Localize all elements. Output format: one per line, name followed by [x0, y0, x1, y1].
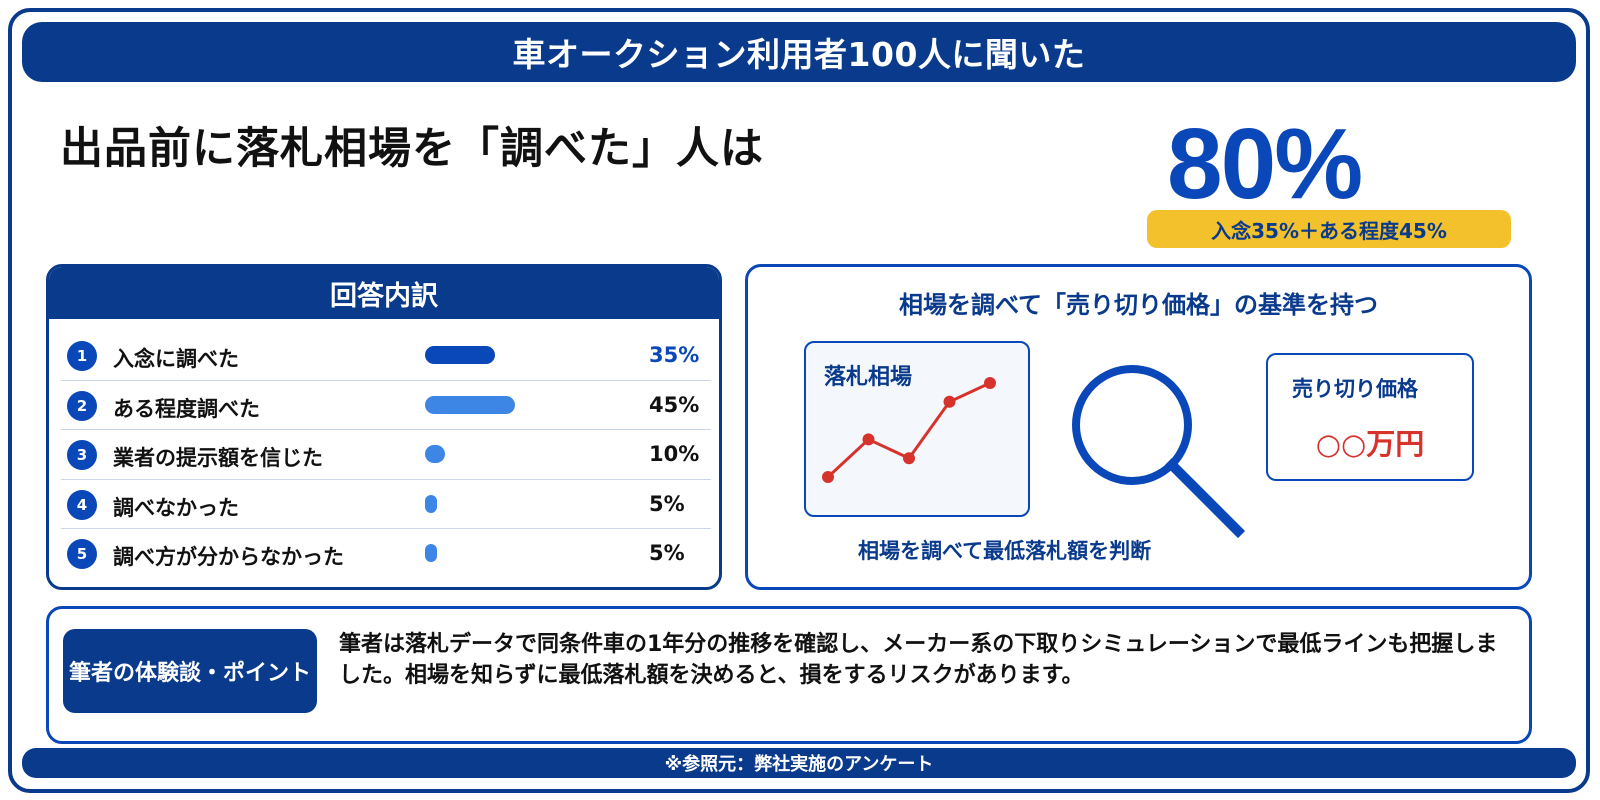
- row-label: 入念に調べた: [113, 347, 239, 371]
- row-value: 45%: [649, 392, 700, 417]
- infographic-frame: 車オークション利用者100人に聞いた 出品前に落札相場を「調べた」人は 80% …: [8, 8, 1590, 793]
- price-value: ○○万円: [1315, 427, 1425, 461]
- highlight-percentage: 80%: [1167, 108, 1363, 220]
- experience-badge: 筆者の体験談・ポイント: [63, 629, 317, 713]
- trend-point: [822, 471, 834, 483]
- experience-panel: 筆者の体験談・ポイント 筆者は落札データで同条件車の1年分の推移を確認し、メーカ…: [46, 606, 1532, 744]
- market-label: 落札相場: [824, 365, 913, 390]
- breakdown-row: 1 入念に調べた 35%: [61, 331, 711, 381]
- trend-point: [903, 452, 915, 465]
- row-label: 調べなかった: [113, 495, 239, 520]
- breakdown-panel: 回答内訳 1 入念に調べた 35% 2 ある程度調べた 45% 3 業者の提示額を信じた 10%…: [46, 264, 722, 590]
- breakdown-row: 2 ある程度調べた 45%: [61, 381, 711, 430]
- row-number-badge: 1: [67, 341, 97, 371]
- row-value: 5%: [649, 491, 685, 516]
- price-label: 売り切り価格: [1292, 377, 1418, 401]
- price-card: 売り切り価格 ○○万円: [1266, 353, 1474, 481]
- row-number-badge: 5: [67, 539, 97, 569]
- headline: 出品前に落札相場を「調べた」人は: [60, 124, 764, 174]
- row-number-badge: 4: [67, 489, 97, 520]
- breakdown-row: 4 調べなかった 5%: [61, 480, 711, 529]
- row-bar: [425, 445, 445, 463]
- trend-point: [862, 433, 875, 446]
- breakdown-row: 3 業者の提示額を信じた 10%: [61, 430, 711, 480]
- row-value: 5%: [649, 541, 685, 565]
- row-number-badge: 3: [67, 440, 97, 470]
- row-label: 業者の提示額を信じた: [113, 446, 323, 470]
- row-bar: [425, 494, 437, 513]
- row-bar: [425, 346, 495, 364]
- row-value: 35%: [649, 343, 700, 367]
- experience-text: 筆者は落札データで同条件車の1年分の推移を確認し、メーカー系の下取りシミュレーシ…: [339, 632, 1498, 688]
- market-card: 落札相場: [804, 341, 1030, 517]
- concept-caption: 相場を調べて最低落札額を判断: [858, 539, 1152, 563]
- trend-point: [943, 395, 956, 408]
- header-title: 車オークション利用者100人に聞いた: [22, 22, 1576, 82]
- row-number-badge: 2: [67, 390, 97, 421]
- row-bar: [425, 544, 437, 562]
- concept-panel: 相場を調べて「売り切り価格」の基準を持つ 落札相場 売り切り価格 ○○万円 相場…: [745, 264, 1532, 590]
- market-trend-chart: [822, 377, 996, 483]
- row-value: 10%: [649, 442, 700, 466]
- highlight-note: 入念35%＋ある程度45%: [1147, 210, 1511, 248]
- footer-source: ※参照元：弊社実施のアンケート: [22, 748, 1576, 778]
- breakdown-title: 回答内訳: [49, 267, 719, 319]
- row-label: ある程度調べた: [113, 396, 260, 421]
- row-label: 調べ方が分からなかった: [113, 545, 344, 569]
- row-bar: [425, 395, 515, 414]
- breakdown-row: 5 調べ方が分からなかった 5%: [61, 529, 711, 579]
- breakdown-rows: 1 入念に調べた 35% 2 ある程度調べた 45% 3 業者の提示額を信じた 10% 4 調べなか…: [61, 331, 711, 579]
- magnifier-icon: [1072, 365, 1246, 539]
- concept-title: 相場を調べて「売り切り価格」の基準を持つ: [898, 291, 1379, 319]
- trend-point: [984, 377, 996, 389]
